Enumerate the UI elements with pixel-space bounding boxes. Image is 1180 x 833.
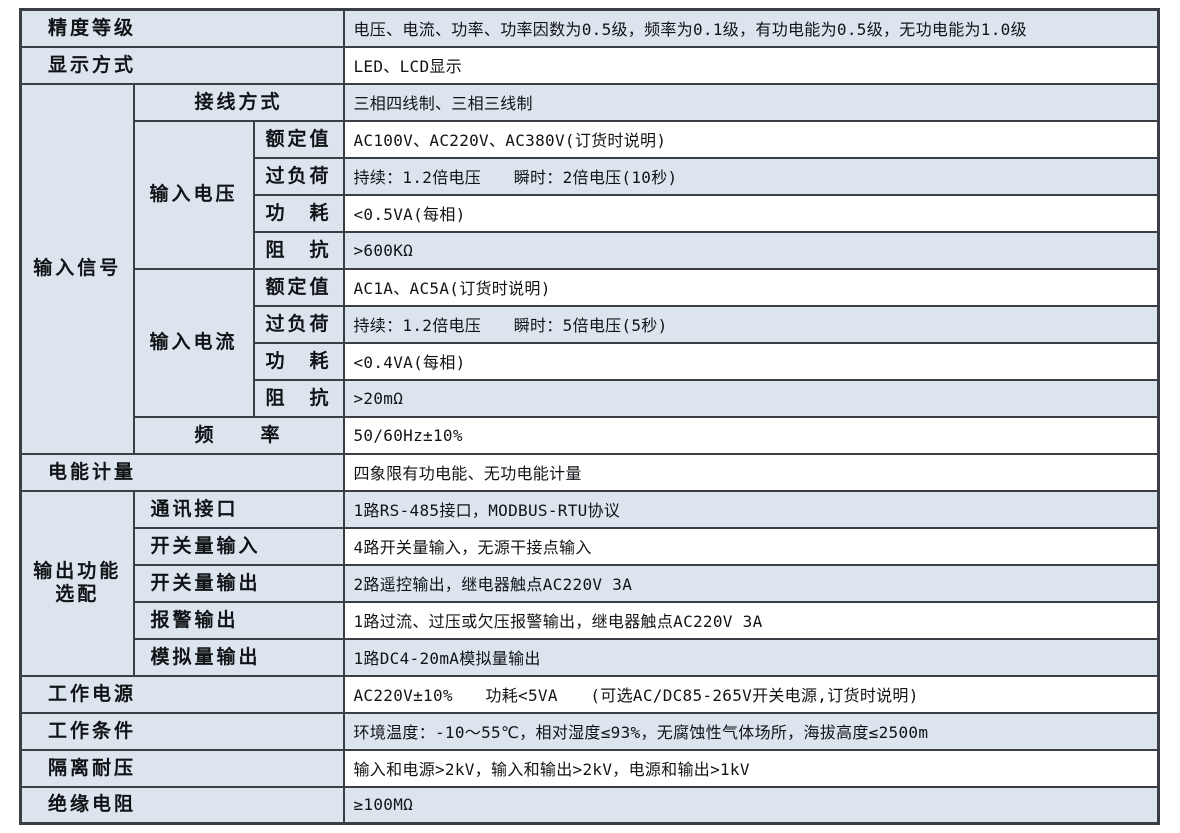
voltage-impedance-label-cell: 阻 抗 (252, 230, 345, 270)
display-label-cell: 显示方式 (19, 45, 345, 85)
current-rated-value-cell: AC1A、AC5A(订货时说明) (342, 267, 1160, 307)
display-value-cell: LED、LCD显示 (342, 45, 1160, 85)
frequency-value-cell: 50/60Hz±10% (342, 415, 1160, 455)
voltage-rated-label-cell: 额定值 (252, 119, 345, 159)
power-label-cell: 工作电源 (19, 674, 345, 714)
di-label-cell: 开关量输入 (132, 526, 345, 566)
output-options-label-cell: 输出功能选配 (19, 489, 135, 677)
alarm-label-cell: 报警输出 (132, 600, 345, 640)
conditions-label-cell: 工作条件 (19, 711, 345, 751)
energy-label-cell: 电能计量 (19, 452, 345, 492)
voltage-overload-label-cell: 过负荷 (252, 156, 345, 196)
current-overload-value-cell: 持续：1.2倍电压 瞬时：5倍电压(5秒) (342, 304, 1160, 344)
isolation-value-cell: 输入和电源>2kV，输入和输出>2kV，电源和输出>1kV (342, 748, 1160, 788)
conditions-value-cell: 环境温度：-10～55℃，相对湿度≤93%，无腐蚀性气体场所，海拔高度≤2500… (342, 711, 1160, 751)
do-label-cell: 开关量输出 (132, 563, 345, 603)
analog-label-cell: 模拟量输出 (132, 637, 345, 677)
di-value-cell: 4路开关量输入，无源干接点输入 (342, 526, 1160, 566)
isolation-label-cell: 隔离耐压 (19, 748, 345, 788)
power-value-cell: AC220V±10% 功耗<5VA (可选AC/DC85-265V开关电源,订货… (342, 674, 1160, 714)
energy-value-cell: 四象限有功电能、无功电能计量 (342, 452, 1160, 492)
insulation-label-cell: 绝缘电阻 (19, 785, 345, 825)
accuracy-label-cell: 精度等级 (19, 8, 345, 48)
voltage-impedance-value-cell: >600KΩ (342, 230, 1160, 270)
insulation-value-cell: ≥100MΩ (342, 785, 1160, 825)
voltage-overload-value-cell: 持续：1.2倍电压 瞬时：2倍电压(10秒) (342, 156, 1160, 196)
comm-label-cell: 通讯接口 (132, 489, 345, 529)
input-current-label-cell: 输入电流 (132, 267, 255, 418)
frequency-label-cell: 频 率 (132, 415, 345, 455)
accuracy-value-cell: 电压、电流、功率、功率因数为0.5级，频率为0.1级，有功电能为0.5级，无功电… (342, 8, 1160, 48)
current-overload-label-cell: 过负荷 (252, 304, 345, 344)
comm-value-cell: 1路RS-485接口，MODBUS-RTU协议 (342, 489, 1160, 529)
input-signal-label-cell: 输入信号 (19, 82, 135, 455)
voltage-rated-value-cell: AC100V、AC220V、AC380V(订货时说明) (342, 119, 1160, 159)
wiring-label-cell: 接线方式 (132, 82, 345, 122)
current-consumption-value-cell: <0.4VA(每相) (342, 341, 1160, 381)
alarm-value-cell: 1路过流、过压或欠压报警输出，继电器触点AC220V 3A (342, 600, 1160, 640)
voltage-consumption-label-cell: 功 耗 (252, 193, 345, 233)
voltage-consumption-value-cell: <0.5VA(每相) (342, 193, 1160, 233)
current-impedance-label-cell: 阻 抗 (252, 378, 345, 418)
current-rated-label-cell: 额定值 (252, 267, 345, 307)
analog-value-cell: 1路DC4-20mA模拟量输出 (342, 637, 1160, 677)
current-consumption-label-cell: 功 耗 (252, 341, 345, 381)
spec-table: 精度等级 电压、电流、功率、功率因数为0.5级，频率为0.1级，有功电能为0.5… (19, 8, 1160, 825)
do-value-cell: 2路遥控输出，继电器触点AC220V 3A (342, 563, 1160, 603)
input-voltage-label-cell: 输入电压 (132, 119, 255, 270)
wiring-value-cell: 三相四线制、三相三线制 (342, 82, 1160, 122)
current-impedance-value-cell: >20mΩ (342, 378, 1160, 418)
